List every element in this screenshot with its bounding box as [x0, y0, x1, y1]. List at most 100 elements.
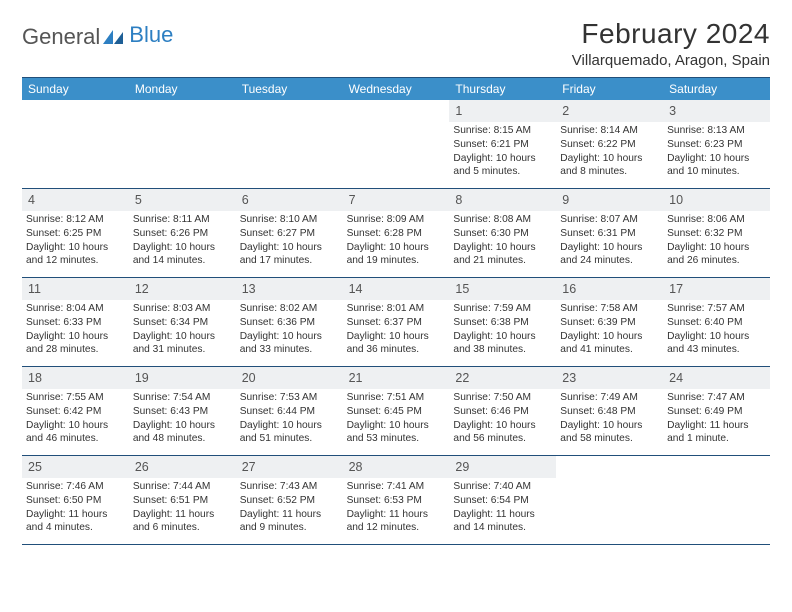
day-cell: 3Sunrise: 8:13 AMSunset: 6:23 PMDaylight… [663, 100, 770, 188]
sunset-text: Sunset: 6:54 PM [453, 494, 552, 508]
day-header: Tuesday [236, 78, 343, 100]
day-number-row: 20 [236, 367, 343, 389]
day-cell: 1Sunrise: 8:15 AMSunset: 6:21 PMDaylight… [449, 100, 556, 188]
sunrise-text: Sunrise: 7:40 AM [453, 480, 552, 494]
day-info: Sunrise: 7:44 AMSunset: 6:51 PMDaylight:… [133, 480, 232, 535]
sunset-text: Sunset: 6:52 PM [240, 494, 339, 508]
sunset-text: Sunset: 6:46 PM [453, 405, 552, 419]
day-cell: 23 Sunrise: 7:49 AMSunset: 6:48 PMDayligh… [556, 367, 663, 455]
sunrise-text: Sunrise: 7:59 AM [453, 302, 552, 316]
sunrise-text: Sunrise: 8:07 AM [560, 213, 659, 227]
day-cell: 22Sunrise: 7:50 AMSunset: 6:46 PMDayligh… [449, 367, 556, 455]
day-number-row: 29 [449, 456, 556, 478]
sunset-text: Sunset: 6:45 PM [347, 405, 446, 419]
daylight-text: Daylight: 10 hours and 12 minutes. [26, 241, 125, 269]
day-number: 1 [455, 104, 462, 118]
sunset-text: Sunset: 6:31 PM [560, 227, 659, 241]
day-number-row [663, 456, 770, 478]
day-header: Monday [129, 78, 236, 100]
day-info: Sunrise: 8:09 AMSunset: 6:28 PMDaylight:… [347, 213, 446, 268]
day-cell: 13Sunrise: 8:02 AMSunset: 6:36 PMDayligh… [236, 278, 343, 366]
daylight-text: Daylight: 10 hours and 43 minutes. [667, 330, 766, 358]
sunrise-text: Sunrise: 7:50 AM [453, 391, 552, 405]
day-info: Sunrise: 7:46 AMSunset: 6:50 PMDaylight:… [26, 480, 125, 535]
daylight-text: Daylight: 10 hours and 56 minutes. [453, 419, 552, 447]
sunrise-text: Sunrise: 8:08 AM [453, 213, 552, 227]
day-cell: 4 Sunrise: 8:12 AMSunset: 6:25 PMDaylight… [22, 189, 129, 277]
sunrise-text: Sunrise: 7:55 AM [26, 391, 125, 405]
daylight-text: Daylight: 10 hours and 51 minutes. [240, 419, 339, 447]
daylight-text: Daylight: 11 hours and 6 minutes. [133, 508, 232, 536]
day-number-row: 26 [129, 456, 236, 478]
brand-part2: Blue [129, 22, 173, 47]
month-title: February 2024 [572, 18, 770, 50]
day-number-row: 25 [22, 456, 129, 478]
sunrise-text: Sunrise: 7:53 AM [240, 391, 339, 405]
day-number: 27 [242, 460, 256, 474]
day-number-row [556, 456, 663, 478]
sunrise-text: Sunrise: 8:03 AM [133, 302, 232, 316]
daylight-text: Daylight: 10 hours and 58 minutes. [560, 419, 659, 447]
day-number: 12 [135, 282, 149, 296]
day-number-row: 7 [343, 189, 450, 211]
sunset-text: Sunset: 6:34 PM [133, 316, 232, 330]
sunset-text: Sunset: 6:39 PM [560, 316, 659, 330]
sunset-text: Sunset: 6:32 PM [667, 227, 766, 241]
day-number-row: 12 [129, 278, 236, 300]
day-number-row: 10 [663, 189, 770, 211]
day-info: Sunrise: 7:41 AMSunset: 6:53 PMDaylight:… [347, 480, 446, 535]
day-number-row [22, 100, 129, 122]
day-number: 10 [669, 193, 683, 207]
day-cell [663, 456, 770, 544]
sunset-text: Sunset: 6:27 PM [240, 227, 339, 241]
sunrise-text: Sunrise: 7:51 AM [347, 391, 446, 405]
day-info: Sunrise: 8:04 AMSunset: 6:33 PMDaylight:… [26, 302, 125, 357]
day-number: 24 [669, 371, 683, 385]
day-number-row: 23 [556, 367, 663, 389]
daylight-text: Daylight: 10 hours and 10 minutes. [667, 152, 766, 180]
day-info: Sunrise: 8:11 AMSunset: 6:26 PMDaylight:… [133, 213, 232, 268]
day-number: 4 [28, 193, 35, 207]
day-number-row: 16 [556, 278, 663, 300]
day-number-row: 9 [556, 189, 663, 211]
sunrise-text: Sunrise: 7:49 AM [560, 391, 659, 405]
week-row: 18 Sunrise: 7:55 AMSunset: 6:42 PM Dayligh… [22, 367, 770, 456]
sunrise-text: Sunrise: 8:02 AM [240, 302, 339, 316]
sunset-text: Sunset: 6:23 PM [667, 138, 766, 152]
sunrise-text: Sunrise: 7:43 AM [240, 480, 339, 494]
daylight-text: Daylight: 11 hours and 9 minutes. [240, 508, 339, 536]
sunset-text: Sunset: 6:22 PM [560, 138, 659, 152]
day-number: 17 [669, 282, 683, 296]
day-info: Sunrise: 7:58 AMSunset: 6:39 PMDaylight:… [560, 302, 659, 357]
day-info: Sunrise: 8:10 AMSunset: 6:27 PMDaylight:… [240, 213, 339, 268]
day-cell: 8Sunrise: 8:08 AMSunset: 6:30 PMDaylight… [449, 189, 556, 277]
daylight-text: Daylight: 10 hours and 14 minutes. [133, 241, 232, 269]
sunset-text: Sunset: 6:49 PM [667, 405, 766, 419]
sunset-text: Sunset: 6:40 PM [667, 316, 766, 330]
day-number [135, 104, 138, 118]
day-number: 18 [28, 371, 42, 385]
day-number [349, 104, 352, 118]
daylight-text: Daylight: 10 hours and 26 minutes. [667, 241, 766, 269]
day-number: 14 [349, 282, 363, 296]
day-number-row: 8 [449, 189, 556, 211]
week-row: 1Sunrise: 8:15 AMSunset: 6:21 PMDaylight… [22, 100, 770, 189]
day-info: Sunrise: 7:50 AMSunset: 6:46 PMDaylight:… [453, 391, 552, 446]
day-info: Sunrise: 7:43 AMSunset: 6:52 PMDaylight:… [240, 480, 339, 535]
sunset-text: Sunset: 6:48 PM [560, 405, 659, 419]
day-number: 13 [242, 282, 256, 296]
sunrise-text: Sunrise: 8:13 AM [667, 124, 766, 138]
sunrise-text: Sunrise: 8:14 AM [560, 124, 659, 138]
day-number: 26 [135, 460, 149, 474]
sunset-text: Sunset: 6:33 PM [26, 316, 125, 330]
week-row: 11Sunrise: 8:04 AMSunset: 6:33 PMDayligh… [22, 278, 770, 367]
sunset-text: Sunset: 6:42 PM [26, 405, 125, 419]
day-cell: 27 Sunrise: 7:43 AMSunset: 6:52 PMDayligh… [236, 456, 343, 544]
day-info: Sunrise: 7:51 AMSunset: 6:45 PMDaylight:… [347, 391, 446, 446]
day-info: Sunrise: 8:12 AMSunset: 6:25 PMDaylight:… [26, 213, 125, 268]
day-number-row: 4 [22, 189, 129, 211]
day-number-row: 15 [449, 278, 556, 300]
sunrise-text: Sunrise: 7:47 AM [667, 391, 766, 405]
day-number-row [343, 100, 450, 122]
sunrise-text: Sunrise: 7:54 AM [133, 391, 232, 405]
